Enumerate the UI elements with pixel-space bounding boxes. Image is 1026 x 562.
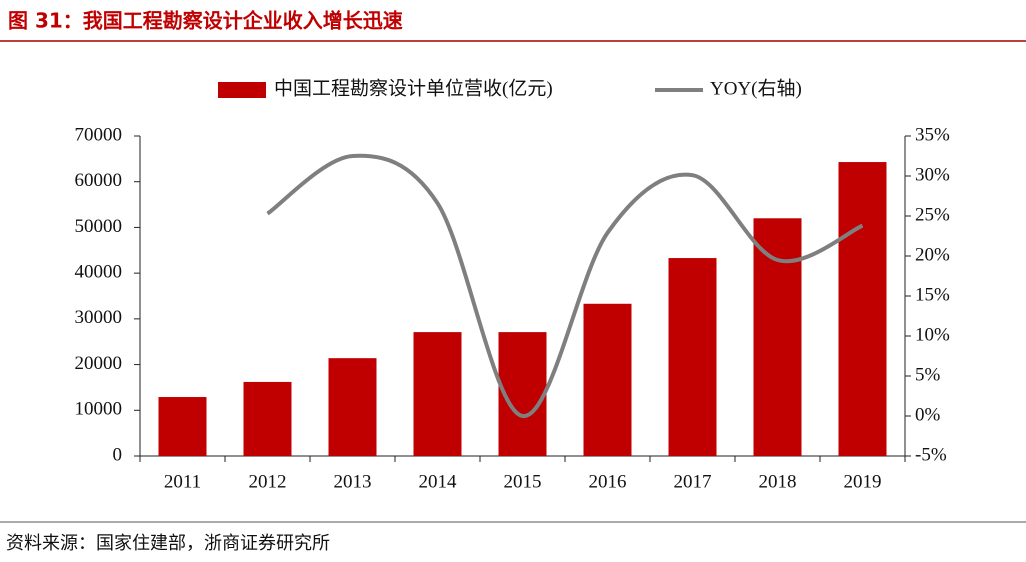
legend-swatch — [218, 82, 266, 98]
y-tick-label: 70000 — [75, 124, 123, 145]
y-tick-label: 20000 — [75, 353, 123, 374]
y2-tick-label: 0% — [915, 404, 941, 425]
bar — [413, 332, 462, 456]
y-tick-label: 10000 — [75, 399, 123, 420]
y-tick-label: 30000 — [75, 307, 123, 328]
bar — [243, 381, 292, 456]
y2-tick-label: 20% — [915, 244, 950, 265]
y2-tick-label: 25% — [915, 204, 950, 225]
x-tick-label: 2014 — [419, 471, 458, 492]
x-tick-label: 2018 — [759, 471, 797, 492]
bar — [328, 358, 377, 456]
y2-tick-label: 10% — [915, 324, 950, 345]
bar — [583, 303, 632, 456]
y-tick-label: 60000 — [75, 170, 123, 191]
x-tick-label: 2011 — [164, 471, 201, 492]
y2-tick-label: 30% — [915, 164, 950, 185]
y-tick-label: 50000 — [75, 216, 123, 237]
yoy-line — [266, 153, 864, 418]
bar — [158, 397, 207, 456]
bar — [753, 218, 802, 456]
y-tick-label: 40000 — [75, 262, 123, 283]
bar — [838, 162, 887, 457]
x-tick-label: 2015 — [504, 471, 542, 492]
legend-label: 中国工程勘察设计单位营收(亿元) — [274, 77, 553, 99]
x-tick-label: 2016 — [589, 471, 627, 492]
y2-tick-label: 35% — [915, 124, 950, 145]
x-tick-label: 2019 — [844, 471, 882, 492]
bar — [668, 258, 717, 456]
x-tick-label: 2013 — [334, 471, 372, 492]
y2-tick-label: 15% — [915, 284, 950, 305]
chart-title: 图 31：我国工程勘察设计企业收入增长迅速 — [8, 9, 403, 33]
legend-label: YOY(右轴) — [710, 77, 802, 99]
x-tick-label: 2017 — [674, 471, 712, 492]
y2-tick-label: 5% — [915, 364, 941, 385]
y-tick-label: 0 — [113, 444, 123, 465]
y2-tick-label: -5% — [915, 444, 947, 465]
x-tick-label: 2012 — [249, 471, 287, 492]
source: 资料来源：国家住建部，浙商证券研究所 — [6, 533, 330, 553]
